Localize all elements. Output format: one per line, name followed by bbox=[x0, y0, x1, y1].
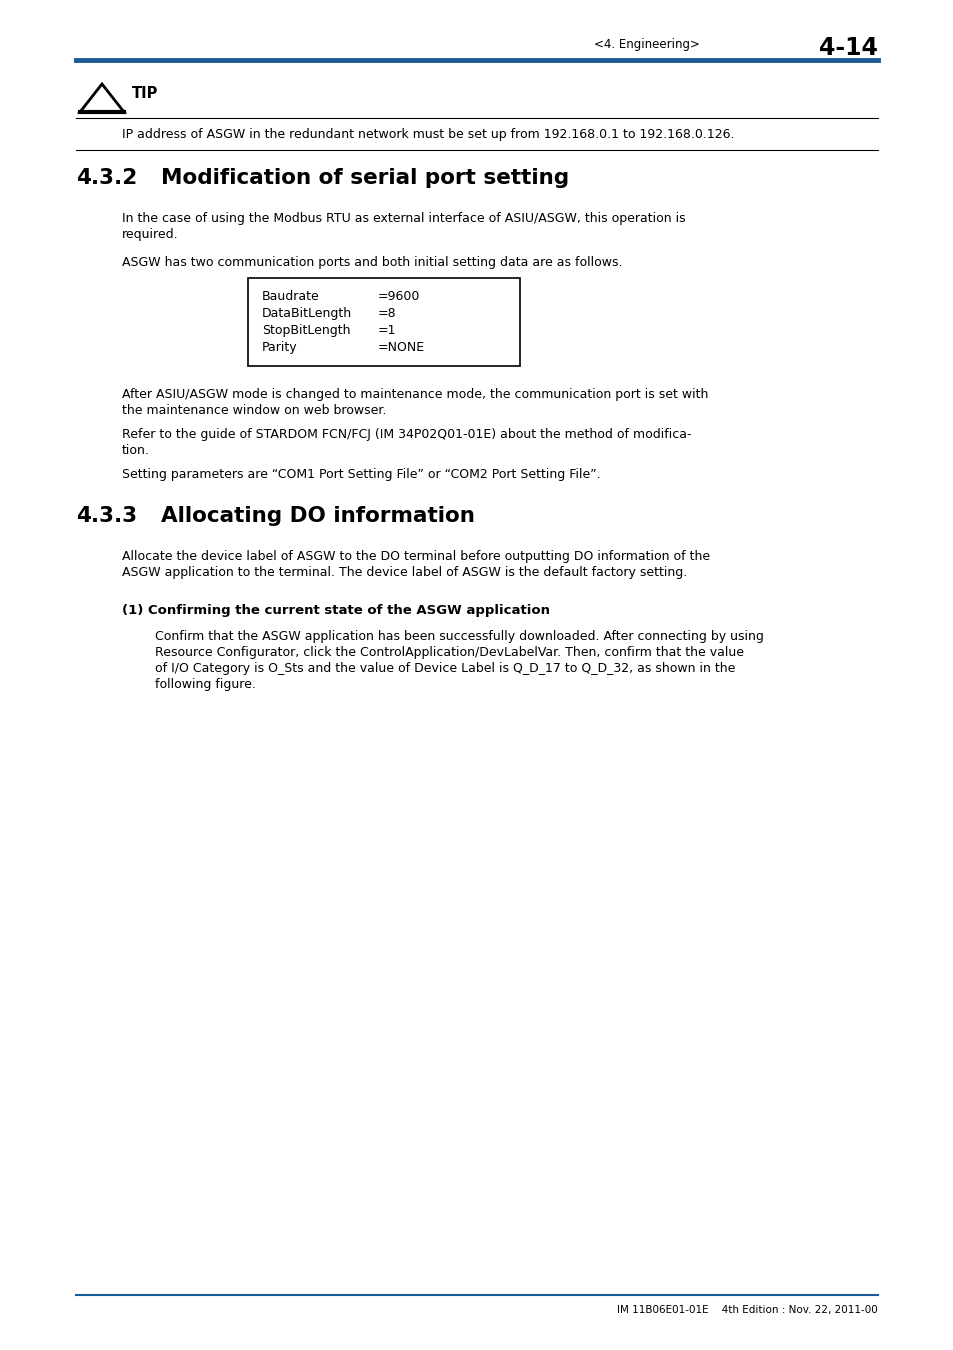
Text: 4.3.3: 4.3.3 bbox=[76, 506, 137, 526]
Text: Modification of serial port setting: Modification of serial port setting bbox=[161, 167, 569, 188]
Text: DataBitLength: DataBitLength bbox=[262, 306, 352, 320]
Text: Resource Configurator, click the ControlApplication/DevLabelVar. Then, confirm t: Resource Configurator, click the Control… bbox=[154, 647, 743, 659]
Text: =9600: =9600 bbox=[377, 290, 420, 302]
Text: (1) Confirming the current state of the ASGW application: (1) Confirming the current state of the … bbox=[122, 603, 550, 617]
Text: tion.: tion. bbox=[122, 444, 150, 458]
Text: StopBitLength: StopBitLength bbox=[262, 324, 350, 338]
Text: TIP: TIP bbox=[132, 86, 158, 101]
Text: Confirm that the ASGW application has been successfully downloaded. After connec: Confirm that the ASGW application has be… bbox=[154, 630, 763, 643]
Text: required.: required. bbox=[122, 228, 178, 242]
Text: 4.3.2: 4.3.2 bbox=[76, 167, 137, 188]
Text: IP address of ASGW in the redundant network must be set up from 192.168.0.1 to 1: IP address of ASGW in the redundant netw… bbox=[122, 128, 734, 140]
Text: Allocating DO information: Allocating DO information bbox=[161, 506, 475, 526]
Text: of I/O Category is O_Sts and the value of Device Label is Q_D_17 to Q_D_32, as s: of I/O Category is O_Sts and the value o… bbox=[154, 662, 735, 675]
Text: Baudrate: Baudrate bbox=[262, 290, 319, 302]
Text: ASGW application to the terminal. The device label of ASGW is the default factor: ASGW application to the terminal. The de… bbox=[122, 566, 686, 579]
Text: IM 11B06E01-01E    4th Edition : Nov. 22, 2011-00: IM 11B06E01-01E 4th Edition : Nov. 22, 2… bbox=[617, 1305, 877, 1315]
Text: 4-14: 4-14 bbox=[819, 36, 877, 59]
Text: following figure.: following figure. bbox=[154, 678, 255, 691]
Text: =8: =8 bbox=[377, 306, 396, 320]
Text: the maintenance window on web browser.: the maintenance window on web browser. bbox=[122, 404, 386, 417]
Text: In the case of using the Modbus RTU as external interface of ASIU/ASGW, this ope: In the case of using the Modbus RTU as e… bbox=[122, 212, 685, 225]
Bar bbox=[248, 278, 519, 366]
Text: After ASIU/ASGW mode is changed to maintenance mode, the communication port is s: After ASIU/ASGW mode is changed to maint… bbox=[122, 387, 708, 401]
Text: =NONE: =NONE bbox=[377, 342, 425, 354]
Text: =1: =1 bbox=[377, 324, 396, 338]
Text: ASGW has two communication ports and both initial setting data are as follows.: ASGW has two communication ports and bot… bbox=[122, 256, 622, 269]
Text: Refer to the guide of STARDOM FCN/FCJ (IM 34P02Q01-01E) about the method of modi: Refer to the guide of STARDOM FCN/FCJ (I… bbox=[122, 428, 691, 441]
Text: <4. Engineering>: <4. Engineering> bbox=[594, 38, 700, 51]
Text: Parity: Parity bbox=[262, 342, 297, 354]
Text: Setting parameters are “COM1 Port Setting File” or “COM2 Port Setting File”.: Setting parameters are “COM1 Port Settin… bbox=[122, 468, 600, 481]
Text: Allocate the device label of ASGW to the DO terminal before outputting DO inform: Allocate the device label of ASGW to the… bbox=[122, 549, 709, 563]
